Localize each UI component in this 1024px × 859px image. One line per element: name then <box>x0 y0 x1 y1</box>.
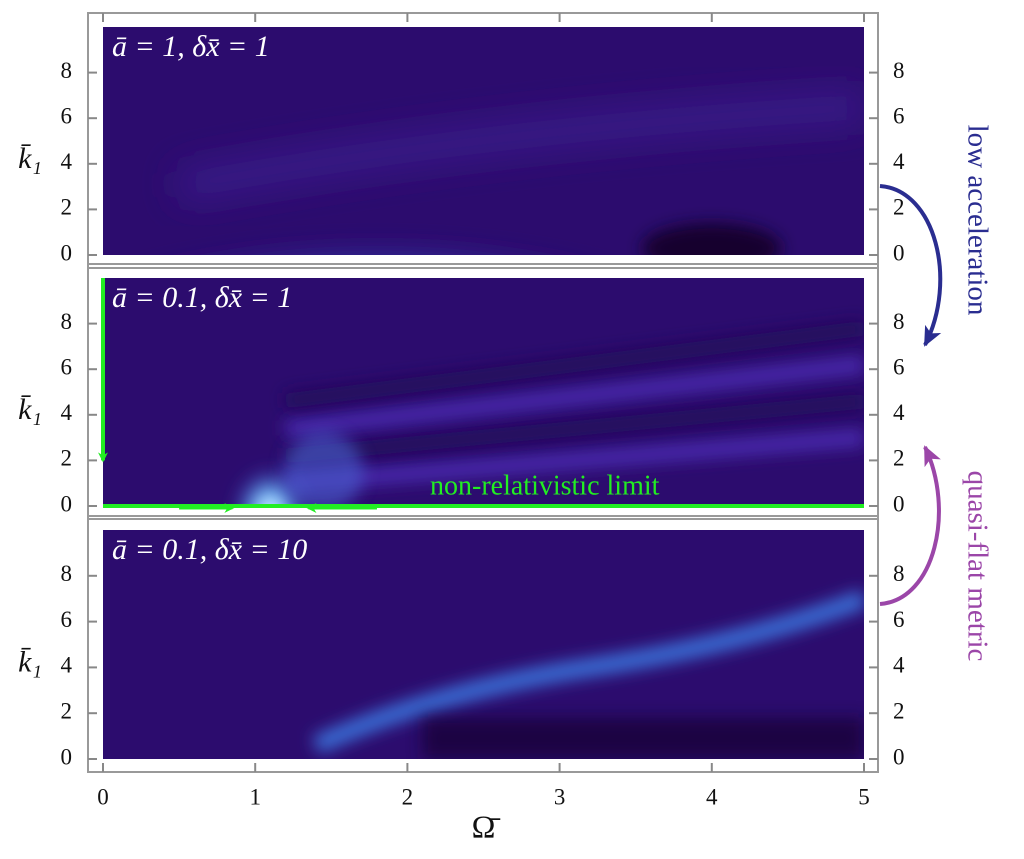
y-tick-label: 8 <box>893 561 905 586</box>
y-tick-label: 6 <box>893 103 905 128</box>
y-tick-label: 0 <box>893 744 905 769</box>
x-tick-label: 2 <box>402 784 414 809</box>
y-tick-label: 4 <box>893 653 905 678</box>
y-tick-label: 8 <box>893 58 905 83</box>
y-axis-label: k̄₁ <box>18 645 42 678</box>
y-tick-label: 8 <box>61 58 73 83</box>
panels: ā = 1, δx̄ = 10 02 24 46 68 8k̄₁ā = 0.1, δx̄ … <box>18 12 905 844</box>
y-tick-label: 8 <box>893 309 905 334</box>
annotation: non-relativistic limit <box>430 470 660 501</box>
heat-band <box>176 91 864 202</box>
y-tick-label: 4 <box>61 400 73 425</box>
y-tick-label: 2 <box>61 698 73 723</box>
arrow <box>879 184 943 347</box>
heatmap <box>103 530 864 759</box>
y-tick-label: 4 <box>893 400 905 425</box>
y-tick-label: 4 <box>61 149 73 174</box>
heat-dark <box>422 717 864 759</box>
y-tick-label: 4 <box>61 653 73 678</box>
frame <box>87 263 879 520</box>
y-tick-label: 2 <box>61 195 73 220</box>
arrow <box>879 445 941 606</box>
x-axis-label: Ω̄ <box>472 808 501 844</box>
x-tick-label: 5 <box>858 784 870 809</box>
y-tick-label: 6 <box>61 103 73 128</box>
panel: ā = 0.1, δx̄ = 100 02 24 46 68 8k̄₁0 1 2 3 4 5Ω̄ <box>18 13 905 844</box>
x-tick-label: 3 <box>554 784 566 809</box>
y-tick-label: 0 <box>893 491 905 516</box>
y-tick-label: 2 <box>893 195 905 220</box>
heat-glow <box>283 431 364 506</box>
y-tick-label: 4 <box>893 149 905 174</box>
y-tick-label: 2 <box>893 698 905 723</box>
annotation: low acceleration <box>961 125 993 316</box>
y-tick-label: 0 <box>61 240 73 265</box>
y-tick-label: 6 <box>893 607 905 632</box>
heat-band <box>312 590 864 754</box>
y-tick-label: 8 <box>61 561 73 586</box>
x-tick-label: 0 <box>97 784 109 809</box>
heat-band <box>285 429 864 492</box>
annotation: quasi-flat metric <box>961 471 993 662</box>
y-tick-label: 8 <box>61 309 73 334</box>
frame <box>87 515 879 773</box>
y-axis-label: k̄₁ <box>18 142 42 175</box>
y-tick-label: 6 <box>61 354 73 379</box>
heatmap <box>103 278 864 506</box>
y-tick-label: 6 <box>893 354 905 379</box>
y-tick-label: 0 <box>61 491 73 516</box>
x-tick-label: 1 <box>249 784 261 809</box>
y-tick-label: 0 <box>61 744 73 769</box>
panel: ā = 0.1, δx̄ = 1 0 0 2 2 4 4 6 6 8 8 k̄₁ non-relativ… <box>18 263 905 520</box>
y-tick-label: 6 <box>61 607 73 632</box>
panel-title: ā = 0.1, δx̄ = 1 <box>112 281 292 314</box>
panel-title: ā = 1, δx̄ = 1 <box>112 30 270 63</box>
y-tick-label: 2 <box>61 446 73 471</box>
heatmap <box>103 27 864 255</box>
heat-band <box>284 320 864 410</box>
x-tick-label: 4 <box>706 784 718 809</box>
panel-title: ā = 0.1, δx̄ = 10 <box>112 533 307 566</box>
y-axis-label: k̄₁ <box>18 393 42 426</box>
heat-band <box>284 356 864 437</box>
y-tick-label: 0 <box>893 240 905 265</box>
heat-band <box>284 393 864 464</box>
heat-dark <box>641 223 782 255</box>
panel: ā = 1, δx̄ = 1 0 0 2 2 4 4 6 6 8 8 k̄₁ <box>18 12 905 269</box>
frame <box>87 12 879 269</box>
y-tick-label: 2 <box>893 446 905 471</box>
